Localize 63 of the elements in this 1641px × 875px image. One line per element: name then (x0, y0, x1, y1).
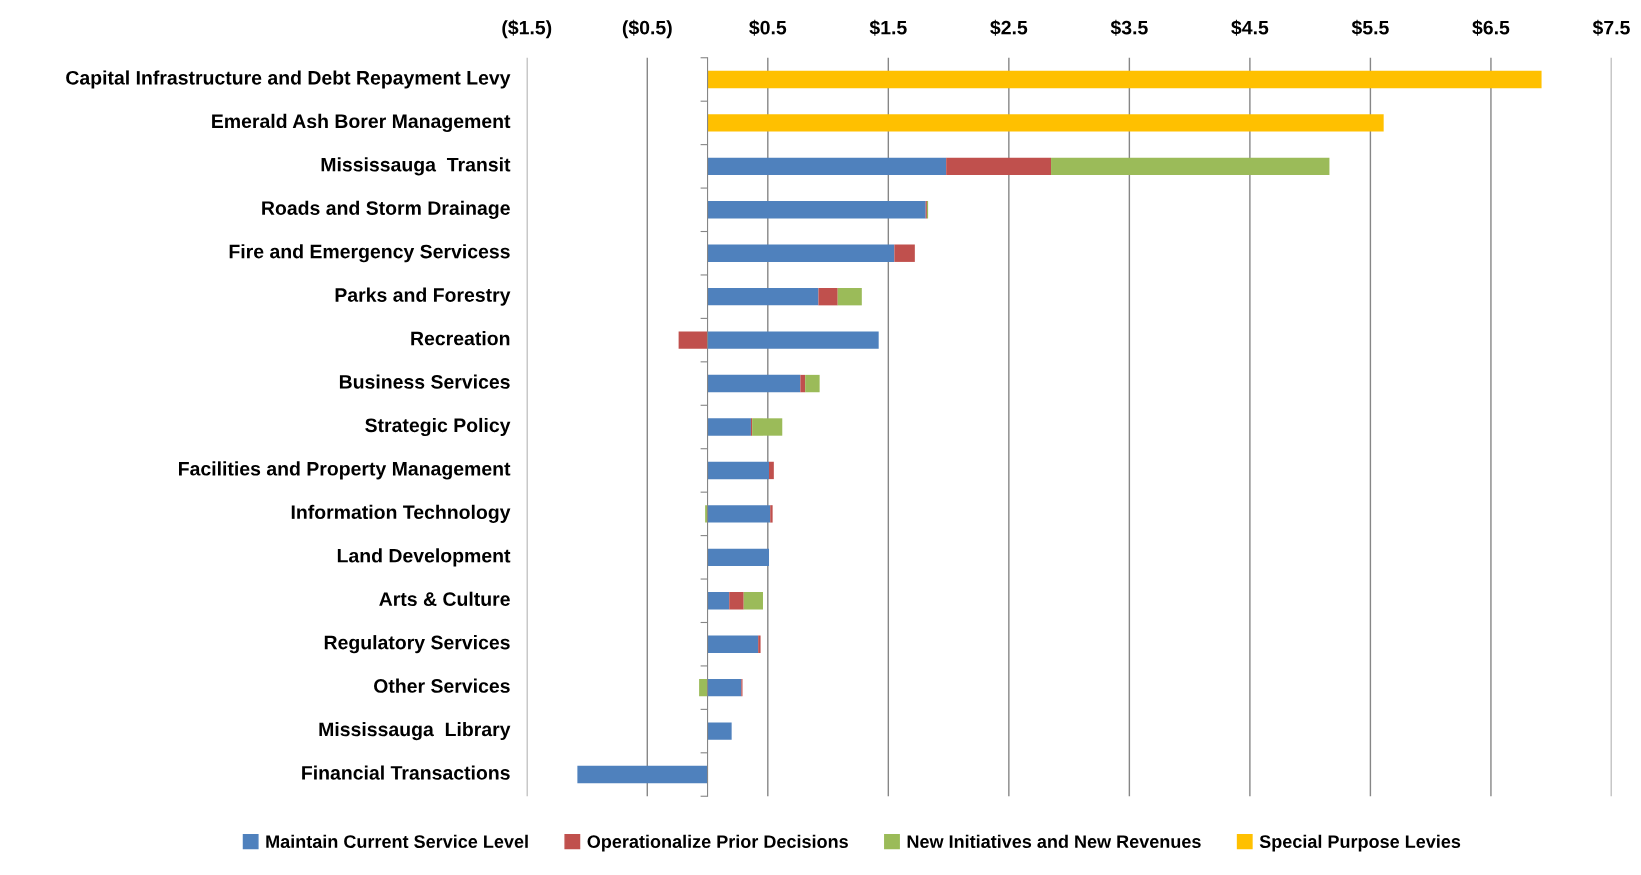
bar (805, 374, 820, 393)
x-tick-label: $6.5 (1472, 19, 1510, 36)
y-tick-label: Parks and Forestry (335, 287, 511, 306)
y-tick-label: Business Services (339, 374, 510, 389)
bar (707, 244, 895, 262)
x-tick-label: $5.5 (1351, 19, 1389, 36)
bar (707, 114, 1384, 132)
y-tick-label: Mississauga Transit (321, 157, 511, 176)
bar (678, 331, 708, 349)
bar (894, 244, 915, 262)
y-tick-label: Information Technology (291, 504, 511, 523)
x-tick-label: $2.5 (990, 19, 1028, 36)
y-tick-label: Regulatory Services (324, 635, 510, 654)
legend-label: Operationalize Prior Decisions (587, 834, 848, 852)
x-tick-label: $4.5 (1231, 19, 1269, 36)
y-tick-label: Recreation (411, 331, 510, 346)
bar (770, 505, 773, 523)
y-tick-label: Financial Transactions (302, 765, 510, 780)
bar (707, 157, 947, 176)
bar (577, 765, 708, 784)
y-tick-label: Emerald Ash Borer Management (212, 113, 511, 133)
y-tick-label: Fire and Emergency Servicess (229, 244, 510, 263)
x-tick-label: $1.5 (869, 19, 907, 36)
bar (707, 331, 879, 349)
y-tick-label: Land Development (337, 548, 511, 567)
bar (707, 722, 732, 740)
x-tick-label: ($0.5) (622, 19, 672, 39)
bar (752, 418, 783, 436)
y-tick-label: Facilities and Property Management (179, 461, 511, 480)
bar (743, 592, 763, 610)
legend-label: New Initiatives and New Revenues (907, 834, 1201, 849)
x-tick-label: $3.5 (1110, 19, 1148, 36)
bar (707, 548, 770, 567)
bar (837, 287, 862, 306)
bar (729, 592, 744, 610)
y-tick-label: Strategic Policy (365, 417, 511, 437)
y-tick-label: Capital Infrastructure and Debt Repayment Levy (66, 70, 511, 89)
y-tick-label: Arts & Culture (379, 591, 510, 606)
bar (946, 157, 1052, 176)
bar (707, 287, 819, 306)
bar (707, 505, 771, 523)
bar (707, 418, 751, 436)
bar (707, 201, 926, 219)
y-tick-label: Roads and Storm Drainage (262, 200, 510, 219)
legend-label: Maintain Current Service Level (266, 834, 528, 849)
bar (707, 678, 742, 697)
bar (1051, 157, 1330, 176)
bar (769, 461, 774, 480)
bar (707, 374, 801, 393)
y-tick-label: Other Services (374, 678, 510, 693)
x-tick-label: $0.5 (749, 19, 787, 36)
legend-label: Special Purpose Levies (1259, 834, 1461, 852)
bar (800, 374, 806, 393)
x-tick-label: $7.5 (1592, 19, 1630, 36)
y-tick-label: Mississauga Library (319, 721, 511, 741)
bar (707, 461, 770, 480)
bar (818, 287, 838, 306)
x-tick-label: ($1.5) (502, 19, 552, 39)
bar (707, 70, 1542, 89)
bar (699, 678, 708, 697)
bar (707, 592, 730, 610)
bar (707, 635, 759, 653)
bar (758, 635, 761, 653)
